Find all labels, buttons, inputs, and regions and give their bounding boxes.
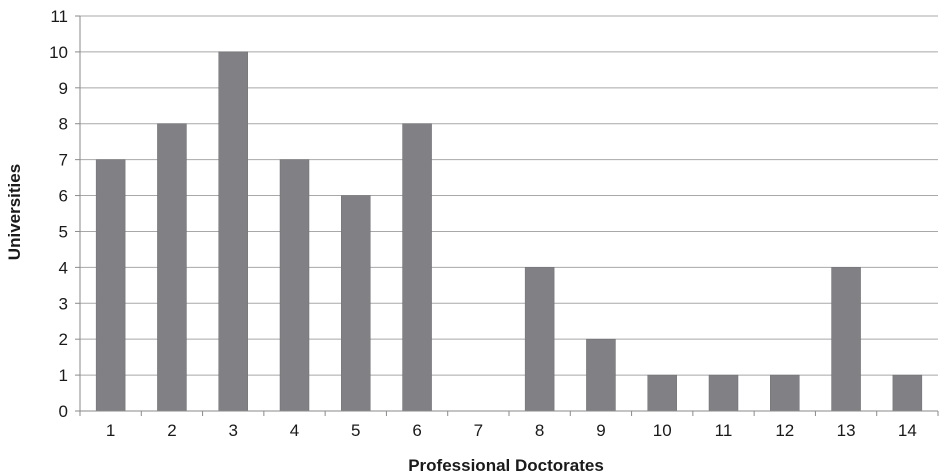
bar-6 (402, 123, 432, 412)
y-axis-title: Universities (5, 164, 24, 260)
bars (95, 51, 923, 412)
bar-14 (892, 374, 923, 412)
y-tick-label: 10 (49, 43, 68, 62)
x-tick-label: 9 (596, 421, 605, 440)
bar-2 (157, 123, 187, 412)
bar-8 (524, 267, 555, 412)
y-tick-label: 3 (59, 294, 68, 313)
y-tick-label: 8 (59, 115, 68, 134)
y-tick-label: 9 (59, 79, 68, 98)
bar-4 (279, 159, 310, 412)
y-tick-label: 6 (59, 187, 68, 206)
y-tick-label: 7 (59, 151, 68, 170)
bar-10 (647, 374, 677, 412)
x-tick-label: 10 (653, 421, 672, 440)
bar-12 (770, 374, 800, 412)
bar-11 (708, 374, 739, 412)
gridlines (80, 15, 938, 376)
x-tick-label: 14 (898, 421, 917, 440)
x-tick-label: 4 (290, 421, 299, 440)
x-tick-label: 8 (535, 421, 544, 440)
y-tick-label: 2 (59, 330, 68, 349)
x-tick-label: 7 (474, 421, 483, 440)
y-tick-label: 5 (59, 222, 68, 241)
bar-1 (95, 159, 126, 412)
x-tick-label: 13 (837, 421, 856, 440)
bar-5 (341, 195, 371, 412)
x-tick-label: 3 (228, 421, 237, 440)
x-tick-label: 12 (775, 421, 794, 440)
x-tick-label: 5 (351, 421, 360, 440)
x-tick-label: 11 (715, 421, 733, 440)
bar-13 (831, 267, 861, 412)
x-tick-labels: 1 2 3 4 5 6 7 8 9 10 11 12 13 14 (106, 421, 917, 440)
axes (75, 15, 939, 416)
x-axis-title: Professional Doctorates (408, 456, 604, 475)
y-tick-label: 4 (59, 258, 68, 277)
y-tick-label: 1 (59, 366, 68, 385)
x-tick-label: 2 (167, 421, 176, 440)
y-tick-label: 0 (59, 402, 68, 421)
x-tick-label: 1 (106, 421, 115, 440)
bar-3 (218, 51, 248, 412)
y-tick-labels: 0 1 2 3 4 5 6 7 8 9 10 11 (49, 7, 68, 421)
y-tick-label: 11 (50, 7, 68, 26)
bar-9 (586, 338, 616, 412)
x-tick-label: 6 (412, 421, 421, 440)
